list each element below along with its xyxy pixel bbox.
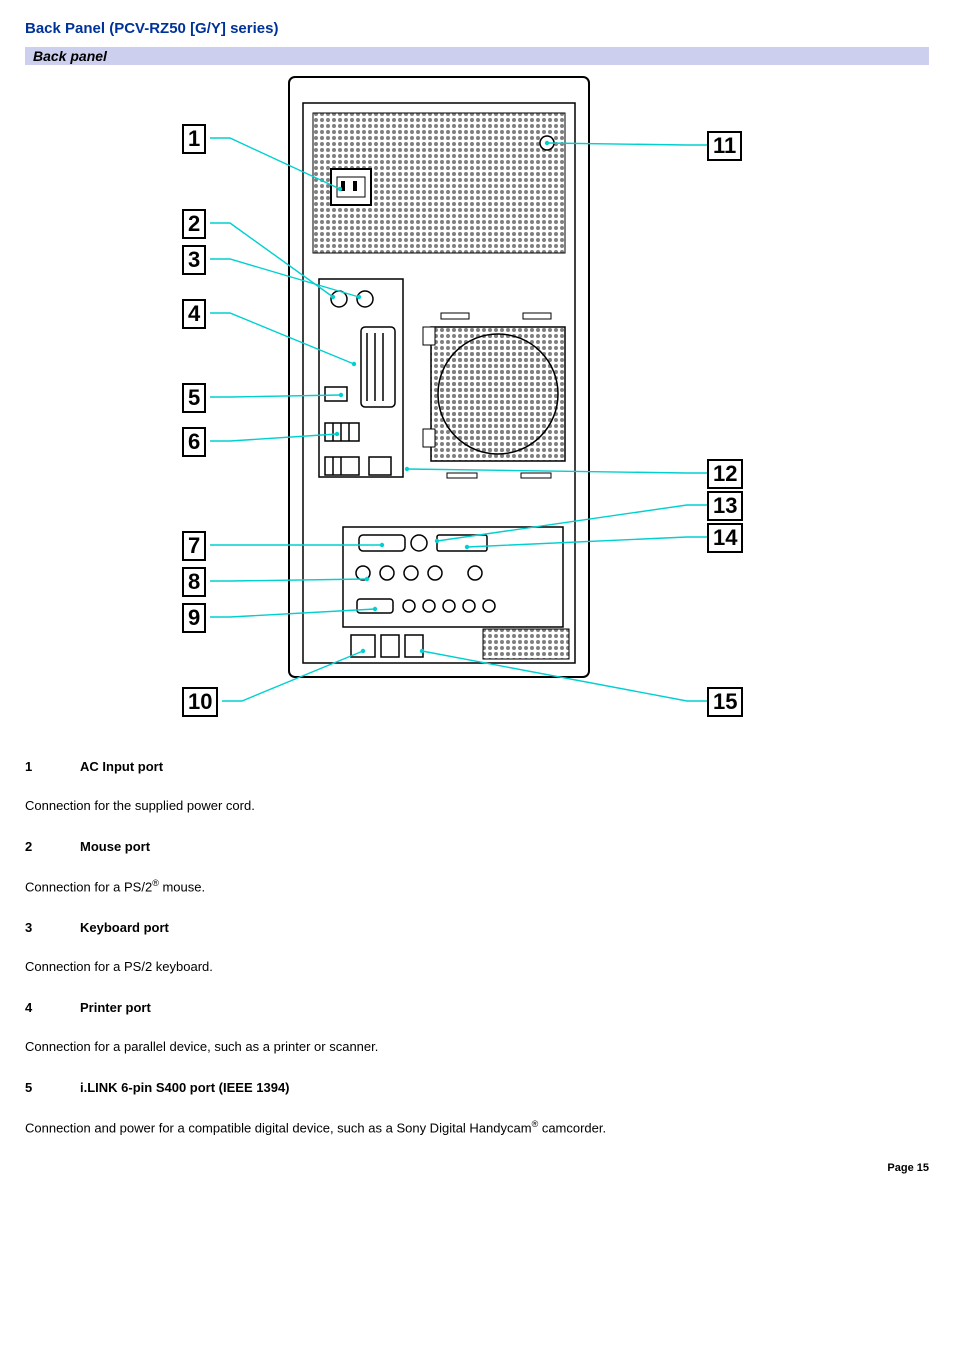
item-number: 4 [25,1000,80,1015]
section-header: Back panel [25,47,929,65]
item-number: 1 [25,759,80,774]
item-heading-2: 2Mouse port [25,839,929,854]
item-heading-4: 4Printer port [25,1000,929,1015]
callout-12: 12 [707,459,743,489]
callout-11: 11 [707,131,742,161]
diagram-container: 123456789101112131415 [25,69,929,729]
item-number: 5 [25,1080,80,1095]
callout-1: 1 [182,124,206,154]
item-title: Keyboard port [80,920,169,935]
callout-10: 10 [182,687,218,717]
item-body-2: Connection for a PS/2® mouse. [25,878,929,894]
item-heading-5: 5i.LINK 6-pin S400 port (IEEE 1394) [25,1080,929,1095]
callout-7: 7 [182,531,206,561]
page-footer: Page 15 [25,1162,929,1174]
item-number: 2 [25,839,80,854]
callout-2: 2 [182,209,206,239]
item-title: AC Input port [80,759,163,774]
item-body-3: Connection for a PS/2 keyboard. [25,959,929,974]
item-number: 3 [25,920,80,935]
item-body-4: Connection for a parallel device, such a… [25,1039,929,1054]
callout-3: 3 [182,245,206,275]
item-title: i.LINK 6-pin S400 port (IEEE 1394) [80,1080,290,1095]
item-heading-3: 3Keyboard port [25,920,929,935]
item-body-5: Connection and power for a compatible di… [25,1119,929,1135]
callout-5: 5 [182,383,206,413]
back-panel-diagram [127,69,827,729]
item-body-1: Connection for the supplied power cord. [25,798,929,813]
callout-6: 6 [182,427,206,457]
callout-9: 9 [182,603,206,633]
callout-13: 13 [707,491,743,521]
item-heading-1: 1AC Input port [25,759,929,774]
page-title: Back Panel (PCV-RZ50 [G/Y] series) [25,20,929,37]
description-list: 1AC Input port Connection for the supplie… [25,759,929,1136]
callout-15: 15 [707,687,743,717]
item-title: Mouse port [80,839,150,854]
callout-14: 14 [707,523,743,553]
item-title: Printer port [80,1000,151,1015]
callout-4: 4 [182,299,206,329]
callout-8: 8 [182,567,206,597]
